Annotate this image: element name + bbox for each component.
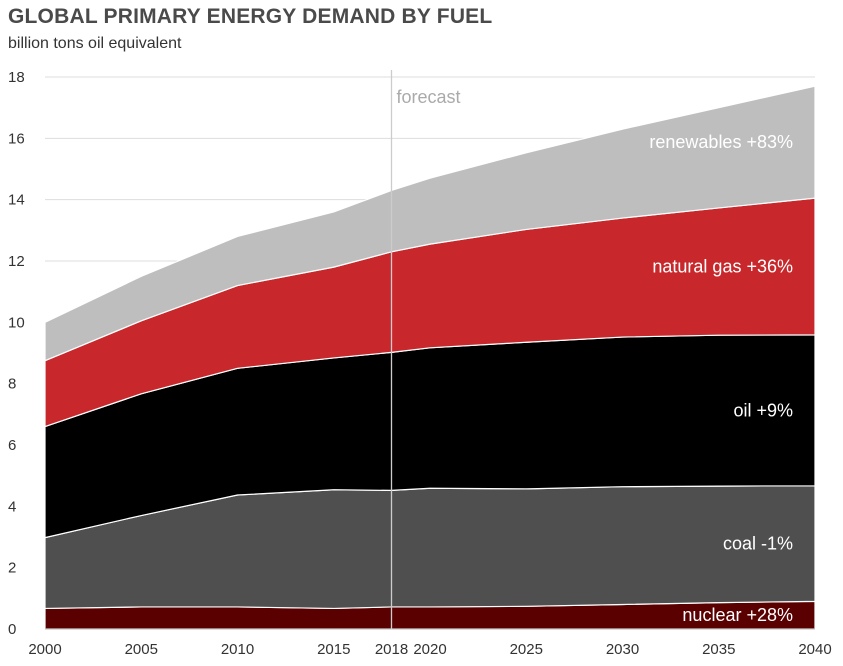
- series-label: nuclear +28%: [682, 605, 793, 625]
- y-tick-label: 4: [8, 498, 16, 515]
- x-tick-label: 2040: [798, 641, 831, 658]
- x-tick-label: 2018: [375, 641, 408, 658]
- series-label: oil +9%: [733, 400, 793, 420]
- y-tick-label: 10: [8, 314, 25, 331]
- x-tick-label: 2030: [606, 641, 639, 658]
- forecast-marker: forecast: [390, 70, 461, 629]
- area-renewables: [44, 85, 816, 362]
- forecast-label: forecast: [397, 87, 461, 107]
- y-tick-label: 12: [8, 253, 25, 270]
- area-series: [44, 85, 816, 630]
- y-tick-label: 6: [8, 437, 16, 454]
- series-label: renewables +83%: [649, 132, 793, 152]
- x-tick-label: 2000: [28, 641, 61, 658]
- series-label: coal -1%: [723, 534, 793, 554]
- y-tick-label: 0: [8, 621, 16, 638]
- x-tick-label: 2015: [317, 641, 350, 658]
- y-tick-label: 14: [8, 192, 25, 209]
- chart-title: GLOBAL PRIMARY ENERGY DEMAND BY FUEL: [8, 5, 493, 28]
- series-label: natural gas +36%: [652, 257, 793, 277]
- y-tick-label: 16: [8, 130, 25, 147]
- y-tick-label: 18: [8, 69, 25, 86]
- y-tick-label: 8: [8, 376, 16, 393]
- x-tick-label: 2020: [413, 641, 446, 658]
- y-tick-label: 2: [8, 560, 16, 577]
- axes: 0 2 4 6 8 10 12 14 16 18 2000 2005 2010 2015 2018 2020 2…: [8, 69, 832, 658]
- series-labels: nuclear +28% coal -1% oil +9% natural gas +…: [649, 132, 793, 625]
- x-tick-label: 2025: [510, 641, 543, 658]
- x-tick-label: 2035: [702, 641, 735, 658]
- x-tick-label: 2010: [221, 641, 254, 658]
- x-tick-label: 2005: [125, 641, 158, 658]
- chart-subtitle: billion tons oil equivalent: [8, 35, 182, 52]
